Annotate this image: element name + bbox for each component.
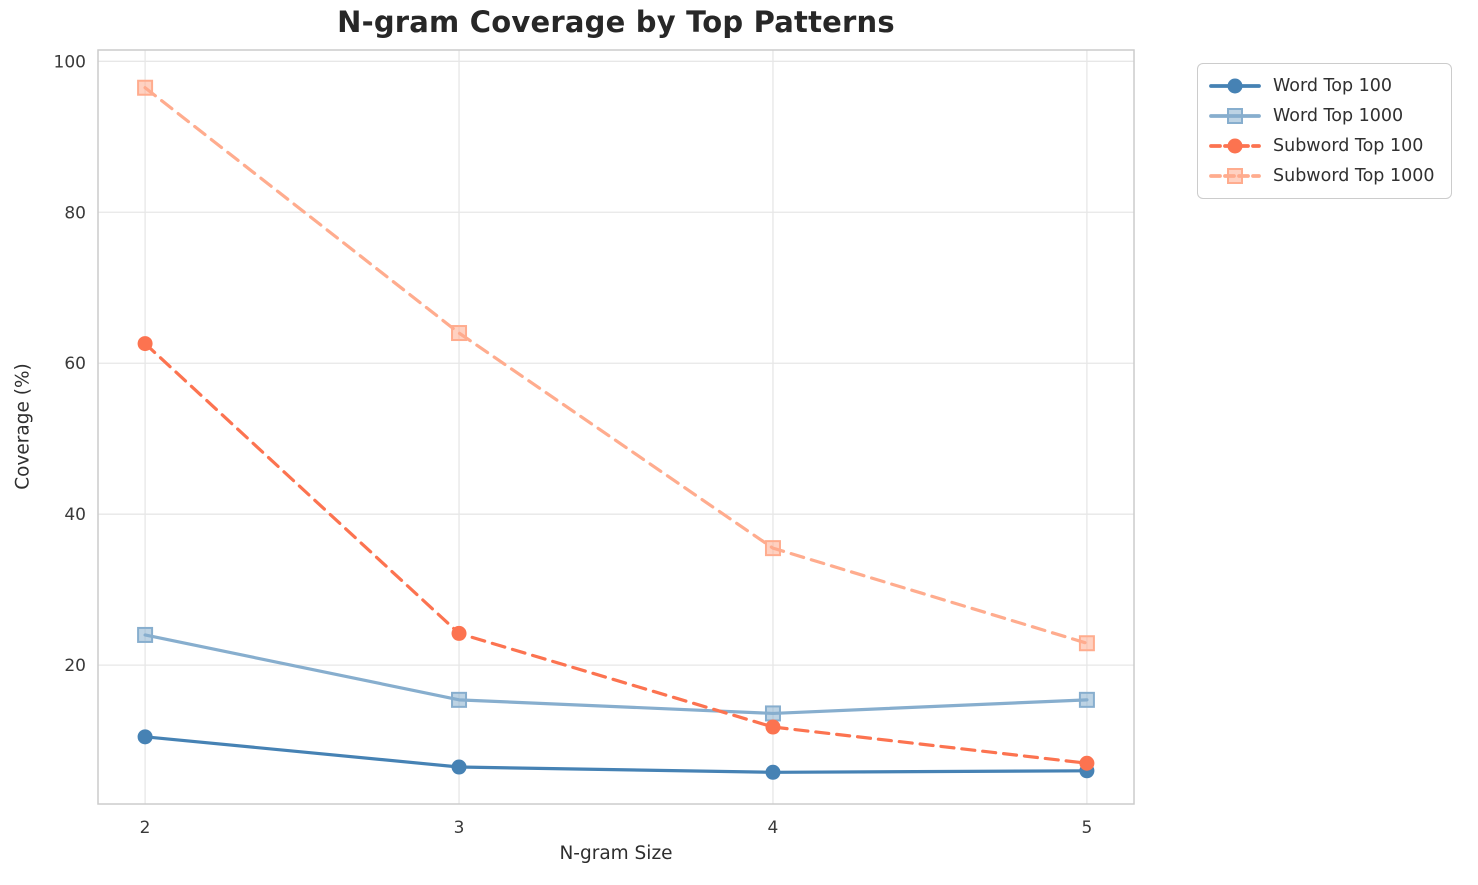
legend-item-word-top-100: Word Top 100: [1209, 73, 1435, 99]
data-point-square: [451, 691, 468, 708]
legend-item-word-top-1000: Word Top 1000: [1209, 103, 1435, 129]
data-point-square: [764, 705, 781, 722]
data-point-square: [137, 626, 154, 643]
x-tick-label: 5: [1081, 818, 1092, 838]
data-point-circle: [137, 729, 153, 745]
data-point-circle: [451, 759, 467, 775]
x-tick-label: 4: [768, 818, 779, 838]
legend-label: Word Top 1000: [1273, 106, 1404, 126]
y-tick-label: 40: [64, 505, 86, 525]
plot-border: [97, 49, 1135, 805]
x-tick-label: 2: [140, 818, 151, 838]
y-tick-label: 20: [64, 656, 86, 676]
legend-square-marker-icon: [1209, 108, 1261, 124]
y-tick-label: 80: [64, 203, 86, 223]
series-line-word-top-100: [143, 735, 1089, 774]
data-point-circle: [137, 336, 153, 352]
legend-item-subword-top-100: Subword Top 100: [1209, 133, 1435, 159]
data-point-square: [137, 79, 154, 96]
chart-title: N-gram Coverage by Top Patterns: [337, 5, 895, 39]
legend-circle-marker-icon: [1209, 138, 1261, 154]
data-point-circle: [765, 764, 781, 780]
x-axis-label: N-gram Size: [559, 843, 673, 864]
legend-label: Subword Top 100: [1273, 136, 1424, 156]
y-tick-label: 100: [54, 52, 86, 72]
legend-circle-marker-icon: [1209, 78, 1261, 94]
legend-item-subword-top-1000: Subword Top 1000: [1209, 163, 1435, 189]
series-line-subword-top-100: [143, 341, 1089, 765]
data-point-square: [764, 540, 781, 557]
legend-square-marker-icon: [1209, 168, 1261, 184]
data-point-square: [1078, 691, 1095, 708]
y-axis-label: Coverage (%): [12, 363, 34, 490]
legend-label: Word Top 100: [1273, 76, 1393, 96]
series-line-subword-top-1000: [143, 86, 1089, 645]
data-point-circle: [1079, 755, 1095, 771]
data-point-square: [451, 325, 468, 342]
legend: Word Top 100 Word Top 1000 Subword Top 100…: [1197, 63, 1452, 199]
y-tick-label: 60: [64, 354, 86, 374]
x-tick-label: 3: [454, 818, 465, 838]
data-point-circle: [765, 719, 781, 735]
series-line-word-top-1000: [143, 633, 1089, 716]
legend-label: Subword Top 1000: [1273, 166, 1435, 186]
data-point-square: [1078, 635, 1095, 652]
data-point-circle: [451, 625, 467, 641]
